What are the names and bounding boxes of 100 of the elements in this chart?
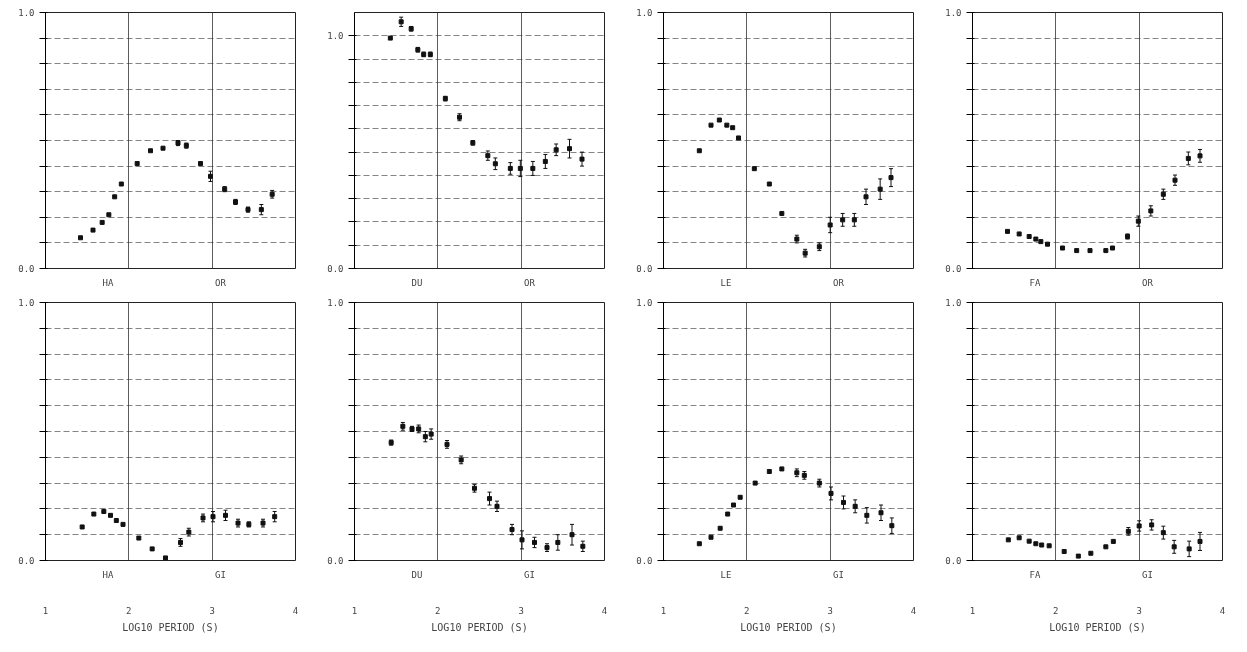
point — [864, 512, 870, 518]
x-tick-label: 2 — [126, 605, 132, 616]
point — [751, 166, 757, 172]
point — [1005, 228, 1010, 234]
point — [1016, 231, 1022, 237]
x-tick-label: 1 — [969, 605, 976, 616]
y-tick-label: 1.0 — [945, 298, 962, 308]
y-tick-label: 1.0 — [327, 298, 344, 308]
y-tick-label: 0.0 — [636, 264, 653, 274]
y-tick-label: 0.0 — [945, 556, 962, 566]
point — [99, 219, 105, 225]
point — [696, 541, 702, 547]
point — [553, 147, 559, 153]
x-axis-title: LOG10 PERIOD (S) — [431, 621, 528, 633]
point — [108, 512, 113, 518]
x-tick-label: 2 — [1053, 605, 1059, 616]
point — [91, 511, 97, 517]
point — [118, 181, 124, 187]
text: FA — [1029, 569, 1041, 580]
point — [1033, 541, 1039, 547]
text: GI — [1142, 569, 1153, 580]
x-tick-label: 4 — [292, 605, 299, 616]
point — [1060, 245, 1065, 251]
point — [113, 518, 119, 524]
point — [708, 122, 714, 128]
point — [730, 125, 736, 131]
y-tick-label: 1.0 — [327, 31, 344, 42]
point — [1033, 236, 1039, 242]
point — [878, 510, 884, 516]
text: GI — [833, 569, 844, 580]
x-tick-label: 4 — [910, 605, 917, 616]
point — [1046, 543, 1052, 549]
text: DU — [411, 569, 423, 580]
point — [542, 158, 548, 164]
point — [530, 165, 536, 171]
x-tick-label: 3 — [1136, 605, 1142, 616]
text: DU — [411, 277, 423, 288]
y-tick-label: 1.0 — [636, 8, 653, 18]
point — [1026, 538, 1032, 544]
point — [569, 532, 575, 538]
point — [736, 135, 741, 141]
x-axis-title: LOG10 PERIOD (S) — [122, 621, 219, 633]
point — [766, 181, 772, 187]
point — [532, 539, 537, 545]
point — [737, 494, 743, 500]
point — [1171, 544, 1177, 550]
point — [1005, 537, 1011, 543]
x-tick-label: 3 — [827, 605, 833, 616]
point — [752, 480, 758, 486]
y-tick-label: 0.0 — [945, 264, 962, 274]
point — [160, 145, 166, 151]
point — [716, 117, 722, 123]
point — [731, 502, 736, 508]
point — [766, 468, 772, 474]
point — [725, 511, 731, 517]
text: OR — [833, 277, 845, 288]
point — [1160, 530, 1166, 536]
point — [1197, 538, 1203, 544]
y-tick-label: 1.0 — [18, 8, 35, 18]
point — [696, 148, 702, 154]
point — [889, 523, 895, 529]
point — [840, 217, 846, 223]
point — [517, 165, 523, 171]
text: OR — [215, 277, 227, 288]
y-tick-label: 0.0 — [18, 556, 35, 566]
x-tick-label: 2 — [744, 605, 750, 616]
point — [579, 156, 585, 162]
point — [779, 210, 785, 216]
text: OR — [1142, 277, 1154, 288]
point — [492, 161, 498, 167]
point — [163, 555, 168, 561]
point — [1038, 239, 1044, 245]
point — [78, 235, 83, 241]
point — [101, 508, 107, 514]
point — [1075, 553, 1081, 559]
text: GI — [524, 569, 535, 580]
text: GI — [215, 569, 226, 580]
point — [779, 466, 785, 472]
text: LE — [720, 277, 732, 288]
point — [1061, 548, 1067, 554]
point — [724, 122, 730, 128]
point — [149, 546, 155, 552]
x-tick-label: 1 — [660, 605, 667, 616]
x-axis-title: LOG10 PERIOD (S) — [740, 621, 837, 633]
point — [852, 503, 858, 509]
point — [148, 148, 153, 154]
point — [863, 194, 869, 200]
point — [877, 186, 883, 192]
x-tick-label: 3 — [209, 605, 215, 616]
point — [1087, 248, 1093, 254]
x-tick-label: 1 — [42, 605, 49, 616]
point — [90, 227, 96, 233]
point — [1088, 550, 1094, 556]
text: HA — [102, 277, 114, 288]
y-tick-label: 0.0 — [18, 264, 35, 274]
point — [1026, 234, 1032, 239]
point — [841, 499, 846, 505]
point — [1074, 248, 1080, 254]
point — [1110, 538, 1116, 544]
y-tick-label: 0.0 — [327, 556, 344, 566]
